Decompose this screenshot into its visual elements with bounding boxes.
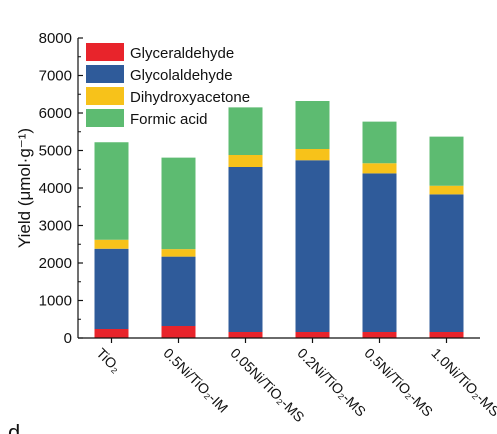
bar-segment-formic-acid [429, 136, 464, 186]
y-tick-label: 3000 [39, 218, 72, 235]
y-tick-label: 0 [64, 330, 72, 347]
bar-segment-formic-acid [94, 142, 129, 240]
y-tick-label: 8000 [39, 30, 72, 47]
panel-letter: d [8, 420, 20, 434]
legend-label: Dihydroxyacetone [130, 89, 250, 106]
y-tick-label: 5000 [39, 143, 72, 160]
bar-segment-dihydroxyacetone [228, 155, 263, 167]
bar-segment-glyceraldehyde [362, 332, 397, 338]
bar-segment-formic-acid [161, 157, 196, 250]
bar-segment-glyceraldehyde [94, 329, 129, 338]
bar-segment-dihydroxyacetone [94, 239, 129, 249]
bar-segment-glyceraldehyde [295, 332, 330, 338]
bar-segment-glyceraldehyde [161, 326, 196, 338]
y-axis-title: Yield (μmol·g⁻¹) [15, 128, 34, 248]
x-category-label: 0.5Ni/TiO₂-MS [361, 345, 436, 420]
bar-segment-formic-acid [295, 101, 330, 149]
bar-segment-glycolaldehyde [362, 173, 397, 332]
bar-segment-dihydroxyacetone [161, 249, 196, 257]
bar-segment-formic-acid [362, 121, 397, 164]
y-tick-label: 2000 [39, 255, 72, 272]
x-category-label: 0.5Ni/TiO₂-IM [160, 345, 231, 416]
legend-swatch [86, 87, 124, 105]
legend-swatch [86, 43, 124, 61]
legend-label: Formic acid [130, 111, 208, 128]
bar-segment-glycolaldehyde [295, 160, 330, 332]
x-category-label: TiO₂ [93, 345, 124, 376]
y-tick-label: 1000 [39, 293, 72, 310]
y-tick-label: 4000 [39, 180, 72, 197]
legend-label: Glycolaldehyde [130, 67, 233, 84]
y-tick-label: 6000 [39, 105, 72, 122]
bar-segment-glycolaldehyde [228, 167, 263, 332]
bar-segment-glycolaldehyde [161, 256, 196, 326]
legend-swatch [86, 65, 124, 83]
bar-segment-glyceraldehyde [228, 332, 263, 338]
bar-segment-glycolaldehyde [429, 194, 464, 332]
bar-segment-dihydroxyacetone [295, 149, 330, 161]
legend: Glyceraldehyde Glycolaldehyde Dihydroxyace… [86, 43, 250, 128]
bar-segment-formic-acid [228, 107, 263, 155]
bar-segment-glyceraldehyde [429, 332, 464, 338]
x-category-label: 0.2Ni/TiO₂-MS [294, 345, 369, 420]
x-category-label: 1.0Ni/TiO₂-MS [428, 345, 497, 420]
bars [94, 101, 464, 338]
bar-segment-dihydroxyacetone [429, 185, 464, 195]
bar-segment-glycolaldehyde [94, 248, 129, 329]
legend-swatch [86, 109, 124, 127]
bar-segment-dihydroxyacetone [362, 163, 397, 174]
y-tick-label: 7000 [39, 68, 72, 85]
legend-label: Glyceraldehyde [130, 45, 234, 62]
